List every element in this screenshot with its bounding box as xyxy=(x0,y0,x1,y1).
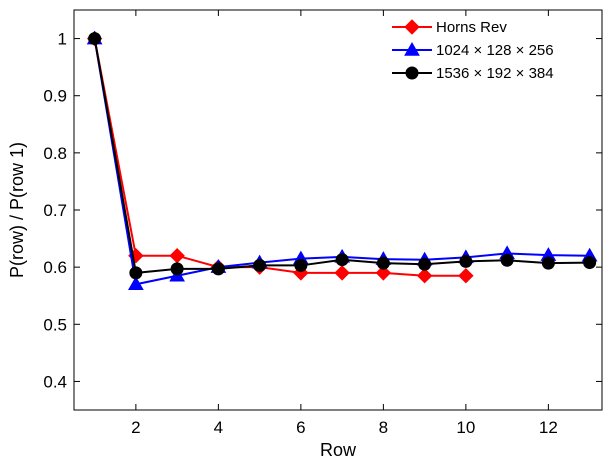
x-tick-label: 6 xyxy=(296,418,305,437)
data-point xyxy=(129,266,143,280)
legend: Horns Rev 1024 × 128 × 256 1536 × 192 × 38… xyxy=(392,19,554,82)
legend-item: 1536 × 192 × 384 xyxy=(392,65,554,82)
data-point xyxy=(88,32,102,46)
series-layer xyxy=(86,30,598,291)
legend-marker xyxy=(405,66,419,80)
legend-label: Horns Rev xyxy=(436,19,507,36)
x-tick-label: 10 xyxy=(456,418,475,437)
x-tick-label: 4 xyxy=(214,418,223,437)
data-point xyxy=(253,258,267,272)
x-tick-label: 12 xyxy=(539,418,558,437)
legend-label: 1536 × 192 × 384 xyxy=(436,65,554,82)
plot-area xyxy=(73,9,603,411)
series-line xyxy=(93,38,466,277)
data-point xyxy=(335,253,349,267)
data-point xyxy=(416,268,433,284)
y-tick-label: 0.9 xyxy=(43,87,67,106)
x-axis-title: Row xyxy=(320,440,357,459)
y-axis-title: P(row) / P(row 1) xyxy=(7,142,27,278)
data-point xyxy=(294,258,308,272)
x-tick-label: 2 xyxy=(131,418,140,437)
y-tick-label: 0.6 xyxy=(43,258,67,277)
legend-item: 1024 × 128 × 256 xyxy=(392,41,554,59)
legend-item: Horns Rev xyxy=(392,19,507,36)
data-point xyxy=(211,262,225,276)
data-point xyxy=(583,256,597,270)
series-3 xyxy=(88,32,597,280)
data-point xyxy=(541,256,555,270)
data-point xyxy=(458,268,474,284)
y-tick-label: 0.8 xyxy=(43,144,67,163)
data-point xyxy=(170,262,184,276)
axis-ticks: 2 4 6 8 10 12 0.4 0.5 0.6 0.7 0.8 0.9 1 xyxy=(43,10,602,437)
data-point xyxy=(376,256,390,270)
legend-label: 1024 × 128 × 256 xyxy=(436,42,554,59)
data-point xyxy=(500,253,514,267)
data-point xyxy=(334,265,350,281)
data-point xyxy=(128,276,144,291)
y-tick-label: 1 xyxy=(58,30,67,49)
y-tick-label: 0.7 xyxy=(43,201,67,220)
data-point xyxy=(418,257,432,271)
data-point xyxy=(459,254,473,268)
data-point xyxy=(375,265,392,281)
y-tick-label: 0.5 xyxy=(43,315,67,334)
y-tick-label: 0.4 xyxy=(43,372,67,391)
x-tick-label: 8 xyxy=(379,418,388,437)
legend-marker xyxy=(404,19,420,35)
legend-marker xyxy=(404,41,420,56)
